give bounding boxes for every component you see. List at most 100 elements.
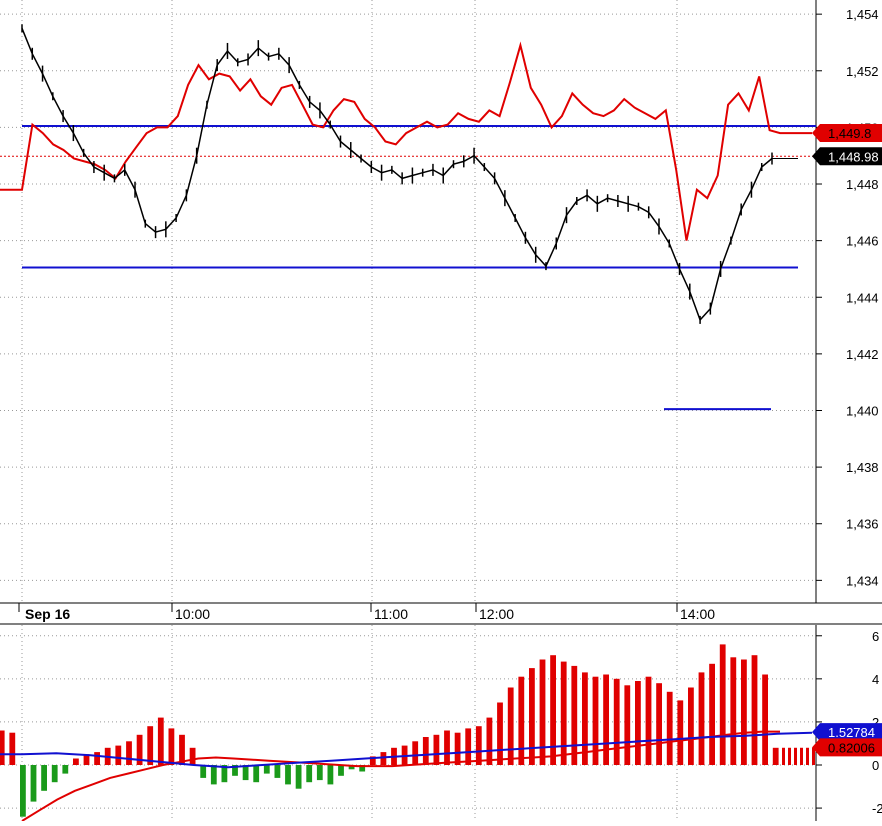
histogram-bar bbox=[359, 765, 366, 772]
histogram-bar bbox=[369, 756, 376, 765]
indicator-series-layer bbox=[0, 644, 815, 822]
histogram-bar bbox=[613, 678, 620, 765]
histogram-bar bbox=[635, 681, 641, 765]
red-indicator-last-tag-label: 0.82006 bbox=[828, 740, 875, 755]
histogram-bar bbox=[645, 676, 652, 765]
time-axis-ticks: Sep 16 10:00 11:00 12:00 14:00 bbox=[18, 603, 715, 622]
histogram-bar bbox=[115, 745, 122, 765]
histogram-bar bbox=[73, 758, 79, 765]
price-tick-label: 1,436 bbox=[846, 517, 879, 532]
histogram-bar bbox=[698, 672, 705, 765]
histogram-bar bbox=[30, 765, 37, 802]
histogram-bar bbox=[94, 752, 100, 765]
histogram-bar bbox=[126, 741, 132, 765]
indicator-tick-label: 6 bbox=[872, 629, 879, 644]
histogram-bar bbox=[582, 672, 588, 765]
histogram-bar bbox=[624, 685, 631, 765]
price-last-tag bbox=[812, 147, 882, 166]
histogram-bar bbox=[730, 657, 737, 765]
histogram-bar bbox=[62, 765, 69, 774]
histogram-bar bbox=[168, 728, 175, 765]
price-tick-label: 1,442 bbox=[846, 347, 879, 362]
time-tick-label: 14:00 bbox=[680, 606, 715, 622]
histogram-bar bbox=[571, 665, 578, 765]
histogram-bar bbox=[200, 765, 207, 778]
indicator-tick-label: 4 bbox=[872, 672, 879, 687]
indicator-tick-label: -2 bbox=[872, 801, 882, 816]
price-tick-label: 1,444 bbox=[846, 290, 879, 305]
histogram-bar bbox=[688, 687, 694, 765]
histogram-bar bbox=[51, 765, 58, 783]
histogram-bar bbox=[41, 765, 47, 791]
histogram-bar bbox=[316, 765, 323, 781]
histogram-bar bbox=[253, 765, 260, 783]
date-label: Sep 16 bbox=[25, 606, 70, 622]
indicator-tick-label: 2 bbox=[872, 715, 879, 730]
histogram-bar bbox=[295, 765, 302, 789]
histogram-bar bbox=[507, 687, 514, 765]
histogram-bar bbox=[518, 676, 525, 765]
histogram-bar bbox=[560, 661, 567, 765]
histogram-bar bbox=[179, 734, 185, 765]
red-series-last-tag-label: 1,449.8 bbox=[828, 126, 871, 141]
indicator-tick-label: 0 bbox=[872, 758, 879, 773]
price-tick-label: 1,438 bbox=[846, 460, 879, 475]
histogram-bar bbox=[306, 765, 313, 783]
histogram-bar bbox=[0, 730, 5, 765]
histogram-bar bbox=[348, 765, 355, 770]
histogram-bar bbox=[147, 726, 154, 765]
histogram-bar bbox=[794, 747, 797, 765]
histogram-bar bbox=[20, 765, 26, 817]
histogram-bar bbox=[550, 655, 556, 765]
histogram-bar bbox=[539, 659, 546, 765]
histogram-bar bbox=[812, 747, 815, 765]
price-tick-label: 1,434 bbox=[846, 573, 879, 588]
histogram-bar bbox=[677, 700, 684, 765]
histogram-bar bbox=[762, 674, 768, 765]
histogram-bar bbox=[136, 734, 143, 765]
histogram-bar bbox=[83, 754, 90, 765]
histogram-bar bbox=[210, 765, 217, 785]
histogram-bar bbox=[592, 676, 599, 765]
histogram-bar bbox=[719, 644, 726, 765]
price-tick-label: 1,452 bbox=[846, 64, 879, 79]
histogram-bar bbox=[788, 747, 791, 765]
histogram-bar bbox=[806, 747, 809, 765]
blue-indicator-line bbox=[0, 731, 813, 769]
histogram-bar bbox=[465, 728, 472, 765]
histogram-bar bbox=[221, 765, 228, 783]
blue-indicator-last-tag bbox=[812, 723, 882, 742]
histogram-bar bbox=[486, 717, 493, 765]
histogram-bar bbox=[772, 747, 779, 765]
price-line-series bbox=[21, 28, 773, 322]
histogram-bar bbox=[782, 747, 785, 765]
price-tick-label: 1,448 bbox=[846, 177, 879, 192]
price-tick-label: 1,440 bbox=[846, 403, 879, 418]
price-series-layer bbox=[0, 24, 816, 411]
blue-indicator-last-tag-label: 1.52784 bbox=[828, 725, 875, 740]
time-tick-label: 10:00 bbox=[175, 606, 210, 622]
histogram-bar bbox=[666, 691, 673, 765]
histogram-bar bbox=[741, 659, 747, 765]
histogram-bar bbox=[497, 702, 503, 765]
histogram-bar bbox=[751, 655, 758, 765]
red-indicator-last-tag bbox=[812, 738, 882, 757]
histogram-bar bbox=[603, 674, 609, 765]
histogram-bar bbox=[656, 683, 662, 765]
histogram-bar bbox=[338, 765, 344, 776]
histogram-bar bbox=[454, 732, 461, 765]
price-tick-label: 1,446 bbox=[846, 234, 879, 249]
histogram-bar bbox=[433, 734, 440, 765]
histogram-bar bbox=[274, 765, 281, 778]
histogram-bar bbox=[327, 765, 334, 785]
red-series-last-tag bbox=[812, 124, 882, 143]
histogram-bar bbox=[412, 741, 419, 765]
histogram-bar bbox=[422, 737, 429, 765]
price-last-tag-label: 1,448.98 bbox=[828, 149, 879, 164]
time-tick-label: 12:00 bbox=[479, 606, 514, 622]
histogram-bar bbox=[709, 663, 715, 765]
histogram-bar bbox=[263, 765, 270, 774]
